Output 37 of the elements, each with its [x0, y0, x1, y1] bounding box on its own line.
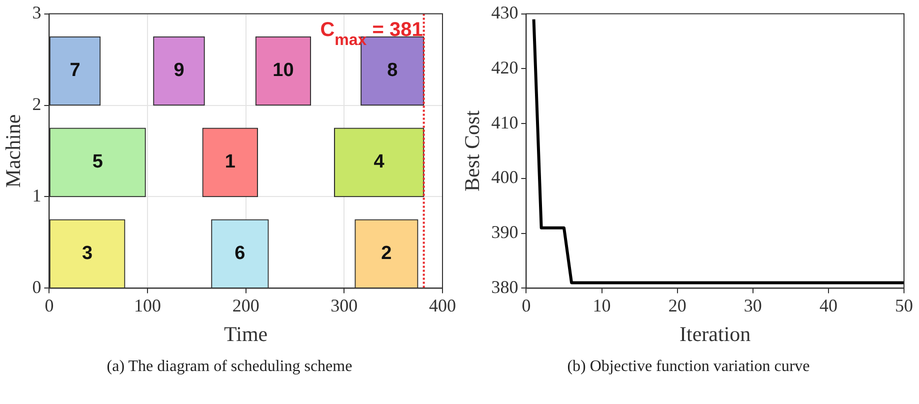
y-tick-label: 0	[32, 276, 42, 297]
series-label: 2	[381, 243, 392, 264]
series-label: 8	[387, 60, 398, 82]
x-tick-label: 200	[232, 296, 260, 316]
x-axis-title: Time	[224, 322, 268, 346]
series-label: 7	[70, 60, 80, 82]
y-tick-label: 400	[491, 167, 518, 188]
y-tick-label: 420	[491, 57, 518, 78]
x-axis-title: Iteration	[680, 322, 752, 346]
y-tick-label: 3	[32, 2, 42, 23]
x-tick-label: 10	[592, 296, 611, 316]
y-tick-label: 1	[32, 185, 42, 206]
x-tick-label: 30	[744, 296, 762, 316]
x-tick-label: 50	[895, 296, 913, 316]
series-label: 10	[272, 60, 294, 82]
series-label: 3	[82, 243, 93, 264]
x-tick-label: 400	[429, 296, 456, 316]
y-tick-label: 430	[491, 2, 518, 23]
y-tick-label: 390	[491, 222, 518, 242]
y-tick-label: 410	[491, 112, 518, 132]
series-label: 5	[92, 152, 104, 173]
series-label: 4	[374, 152, 385, 173]
x-tick-label: 0	[44, 296, 54, 316]
x-tick-label: 100	[134, 296, 162, 316]
series-label: 9	[174, 60, 184, 82]
series-label: 1	[224, 152, 236, 173]
y-tick-label: 2	[32, 94, 42, 114]
text: (a) The diagram of scheduling scheme	[106, 358, 354, 376]
text: (b) Objective function variation curve	[566, 358, 811, 376]
y-tick-label: 380	[491, 276, 518, 297]
series-label: 6	[234, 243, 246, 264]
x-tick-label: 300	[330, 296, 358, 316]
y-axis-title: Machine	[1, 114, 26, 188]
x-tick-label: 0	[522, 296, 531, 316]
y-axis-title: Best Cost	[460, 110, 484, 192]
x-tick-label: 40	[819, 296, 838, 316]
x-tick-label: 20	[668, 296, 686, 316]
